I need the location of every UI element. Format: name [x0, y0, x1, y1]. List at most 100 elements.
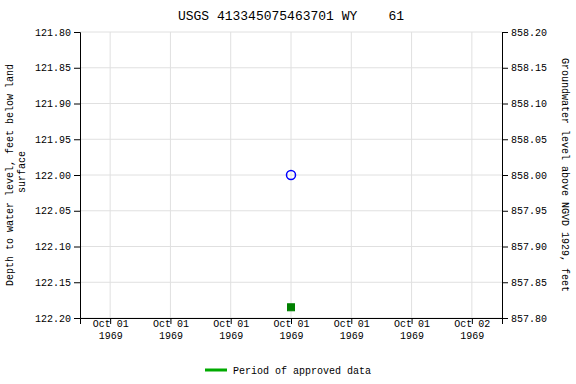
legend-label: Period of approved data — [233, 366, 371, 377]
text-line: 1969 — [219, 331, 243, 342]
text-line: Oct 01 — [213, 319, 249, 330]
chart: Oct 011969Oct 011969Oct 011969Oct 011969… — [0, 0, 576, 384]
tick-mark — [74, 175, 80, 176]
tick-label: 858.00 — [511, 171, 547, 182]
tick: 121.85 — [35, 63, 80, 74]
tick-mark — [502, 32, 508, 33]
grid — [80, 32, 502, 318]
text-line: surface — [17, 151, 28, 199]
tick: 858.20 — [502, 28, 547, 39]
tick-label: 121.80 — [35, 28, 71, 39]
tick-mark — [74, 318, 80, 319]
tick: 121.90 — [35, 99, 80, 110]
tick-label: 858.10 — [511, 99, 547, 110]
grid-line — [351, 32, 352, 318]
tick-label: 857.80 — [511, 314, 547, 325]
grid-line — [471, 32, 472, 318]
tick: Oct 011969 — [394, 318, 430, 342]
legend: Period of approved data — [205, 366, 371, 377]
text-line: 1969 — [279, 331, 303, 342]
tick: 122.00 — [35, 171, 80, 182]
tick: 122.15 — [35, 278, 80, 289]
tick: 122.20 — [35, 314, 80, 325]
tick: 121.80 — [35, 28, 80, 39]
tick: 858.00 — [502, 171, 547, 182]
tick-label: 122.00 — [35, 171, 71, 182]
tick: 857.85 — [502, 278, 547, 289]
tick: Oct 011969 — [93, 318, 129, 342]
tick: 858.10 — [502, 99, 547, 110]
grid-line — [230, 32, 231, 318]
tick-mark — [74, 139, 80, 140]
tick: Oct 011969 — [273, 318, 309, 342]
text-line: Oct 01 — [394, 319, 430, 330]
tick-mark — [502, 282, 508, 283]
text-line: 1969 — [340, 331, 364, 342]
title: USGS 413345075463701 WY 61 — [178, 9, 404, 24]
tick-label: 858.05 — [511, 135, 547, 146]
axis-line — [74, 33, 81, 319]
y2-axis: 858.20 858.15 858.10 858.05 858.00 857.95 857.… — [502, 28, 547, 325]
tick-label: 122.15 — [35, 278, 71, 289]
tick: 122.10 — [35, 242, 80, 253]
tick: Oct 021969 — [454, 318, 490, 342]
text-line: Oct 01 — [93, 319, 129, 330]
tick-label: Oct 011969 — [213, 319, 249, 342]
y-axis: 121.80 121.85 121.90 121.95 122.00 122.05 122.… — [35, 28, 81, 325]
tick-mark — [74, 32, 80, 33]
tick-label: 121.95 — [35, 135, 71, 146]
tick-label: 858.20 — [511, 28, 547, 39]
tick-label: 122.05 — [35, 206, 71, 217]
tick-mark — [502, 318, 508, 319]
legend-swatch — [205, 369, 227, 372]
tick-mark — [502, 68, 508, 69]
text-line: Oct 01 — [334, 319, 370, 330]
text-line: 1969 — [460, 331, 484, 342]
y-axis-title: Depth to water level, feet below land su… — [5, 64, 28, 286]
tick: Oct 011969 — [213, 318, 249, 342]
tick-mark — [502, 211, 508, 212]
tick-label: Oct 011969 — [273, 319, 309, 342]
tick: 857.90 — [502, 242, 547, 253]
tick-label: 857.85 — [511, 278, 547, 289]
tick-label: 122.20 — [35, 314, 71, 325]
tick: Oct 011969 — [334, 318, 370, 342]
tick-mark — [74, 282, 80, 283]
tick-label: Oct 021969 — [454, 319, 490, 342]
point — [287, 171, 296, 180]
tick-label: Oct 011969 — [93, 319, 129, 342]
tick-label: 857.90 — [511, 242, 547, 253]
tick-mark — [502, 247, 508, 248]
grid-line — [170, 32, 171, 318]
tick-mark — [74, 104, 80, 105]
legend-item: Period of approved data — [205, 366, 371, 377]
text-line: 1969 — [400, 331, 424, 342]
tick-mark — [74, 211, 80, 212]
text-line: Groundwater level above NGVD 1929, feet — [559, 58, 570, 292]
text-line: Depth to water level, feet below land — [5, 64, 16, 286]
tick: Oct 011969 — [153, 318, 189, 342]
tick-mark — [502, 175, 508, 176]
tick-label: 857.95 — [511, 206, 547, 217]
tick-label: 121.90 — [35, 99, 71, 110]
grid-line — [411, 32, 412, 318]
tick-mark — [74, 247, 80, 248]
text-line: Oct 01 — [273, 319, 309, 330]
x-axis: Oct 011969Oct 011969Oct 011969Oct 011969… — [81, 318, 503, 342]
tick-label: Oct 011969 — [394, 319, 430, 342]
tick: 858.15 — [502, 63, 547, 74]
point — [288, 304, 295, 311]
tick-label: Oct 011969 — [153, 319, 189, 342]
tick-label: Oct 011969 — [334, 319, 370, 342]
text-line: Oct 01 — [153, 319, 189, 330]
tick-label: 858.15 — [511, 63, 547, 74]
y2-axis-title: Groundwater level above NGVD 1929, feet — [559, 58, 570, 292]
text-line: 1969 — [159, 331, 183, 342]
grid-line — [291, 32, 292, 318]
axis-line — [503, 33, 509, 319]
tick-mark — [502, 104, 508, 105]
tick: 858.05 — [502, 135, 547, 146]
grid-line — [110, 32, 111, 318]
tick-label: 121.85 — [35, 63, 71, 74]
plot-area — [287, 171, 296, 311]
